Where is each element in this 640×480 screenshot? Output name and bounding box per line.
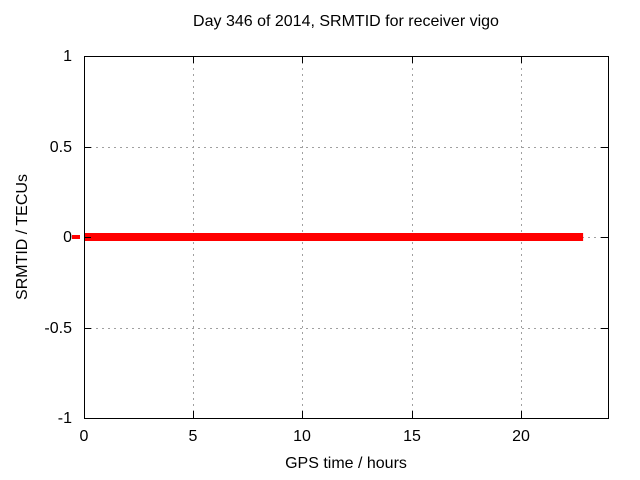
y-tick-label: -1 bbox=[58, 410, 72, 427]
y-axis-label: SRMTID / TECUs bbox=[14, 174, 31, 300]
x-tick-label: 10 bbox=[293, 428, 311, 445]
x-tick-label: 5 bbox=[189, 428, 198, 445]
x-tick-label: 15 bbox=[403, 428, 421, 445]
y-tick-label: 0.5 bbox=[50, 139, 72, 156]
stray-red-tick bbox=[72, 235, 80, 239]
x-tick-label: 0 bbox=[80, 428, 89, 445]
x-tick-label: 20 bbox=[512, 428, 530, 445]
y-tick-label: -0.5 bbox=[44, 320, 72, 337]
x-axis-label: GPS time / hours bbox=[285, 455, 407, 472]
chart-title: Day 346 of 2014, SRMTID for receiver vig… bbox=[193, 13, 499, 30]
y-tick-label: 0 bbox=[63, 229, 72, 246]
y-tick-label: 1 bbox=[63, 48, 72, 65]
